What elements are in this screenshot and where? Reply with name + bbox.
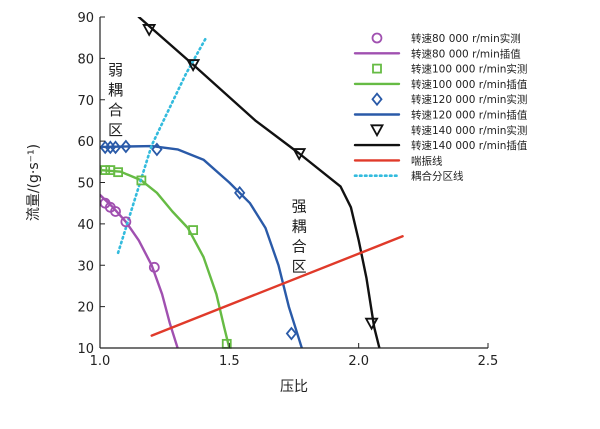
series-2-point-2 bbox=[113, 167, 124, 178]
series-2-point-3 bbox=[136, 175, 147, 186]
series-8-line bbox=[150, 235, 404, 337]
legend-label: 转速80 000 r/min实测 bbox=[411, 32, 521, 45]
zone-label-char: 耦 bbox=[292, 217, 307, 235]
series-4-point-3 bbox=[120, 139, 132, 154]
zone-label-char: 耦 bbox=[108, 81, 123, 99]
zone-label-char: 强 bbox=[292, 197, 307, 215]
legend-label: 转速140 000 r/min插值 bbox=[411, 139, 528, 152]
series-4-point-2 bbox=[109, 140, 122, 155]
legend-item-6-marker bbox=[369, 124, 385, 138]
x-tick-label: 1.0 bbox=[90, 354, 111, 369]
legend-item-2-marker bbox=[372, 63, 382, 74]
zone-label-char: 合 bbox=[108, 101, 123, 119]
y-axis-label: 流量/(g·s⁻¹) bbox=[26, 144, 42, 221]
series-4-point-6 bbox=[285, 326, 298, 341]
series-2-point-0 bbox=[100, 165, 111, 175]
series-1-line bbox=[100, 193, 179, 348]
series-4-point-4 bbox=[151, 142, 163, 157]
zone-label-char: 弱 bbox=[108, 61, 123, 79]
legend-label: 喘振线 bbox=[411, 154, 443, 167]
markers-group bbox=[99, 24, 379, 349]
legend-item-4-marker bbox=[371, 92, 383, 107]
legend-label: 转速100 000 r/min插值 bbox=[411, 78, 528, 91]
zone-label-char: 区 bbox=[108, 121, 123, 139]
x-axis-label: 压比 bbox=[280, 379, 308, 395]
x-tick-label: 2.0 bbox=[348, 354, 369, 369]
series-0-point-4 bbox=[148, 261, 160, 273]
series-6-point-2 bbox=[292, 148, 307, 161]
legend-label: 转速120 000 r/min插值 bbox=[411, 109, 528, 122]
series-7-line bbox=[137, 17, 381, 348]
x-tick-label: 1.5 bbox=[219, 354, 240, 369]
series-4-point-5 bbox=[234, 185, 246, 200]
series-3-line bbox=[100, 168, 231, 348]
y-tick-label: 70 bbox=[77, 94, 94, 109]
y-tick-label: 10 bbox=[77, 342, 94, 357]
series-0-point-3 bbox=[120, 216, 132, 228]
y-tick-label: 80 bbox=[77, 52, 94, 67]
x-tick-label: 2.5 bbox=[478, 354, 499, 369]
zone-label-char: 合 bbox=[292, 237, 307, 255]
y-tick-label: 40 bbox=[77, 218, 94, 233]
series-6-point-3 bbox=[364, 317, 379, 331]
legend-label: 转速80 000 r/min插值 bbox=[411, 47, 521, 60]
legend-label: 耦合分区线 bbox=[411, 170, 464, 183]
legend-label: 转速120 000 r/min实测 bbox=[411, 93, 527, 106]
y-tick-label: 30 bbox=[77, 259, 94, 274]
legend-label: 转速140 000 r/min实测 bbox=[411, 124, 527, 137]
legend-label: 转速100 000 r/min实测 bbox=[411, 63, 527, 76]
legend-item-0-marker bbox=[371, 32, 383, 44]
curves-group bbox=[100, 17, 404, 348]
y-tick-label: 60 bbox=[77, 135, 94, 150]
zone-label: 强耦合区 bbox=[292, 197, 307, 275]
series-0-point-2 bbox=[110, 206, 121, 217]
series-5-line bbox=[101, 144, 303, 348]
y-tick-label: 50 bbox=[77, 177, 94, 192]
zone-label: 弱耦合区 bbox=[108, 61, 123, 139]
series-6-point-1 bbox=[186, 59, 201, 72]
series-9-line bbox=[116, 36, 208, 255]
zone-label-char: 区 bbox=[292, 257, 307, 275]
y-tick-label: 90 bbox=[77, 11, 94, 26]
series-2-point-4 bbox=[188, 225, 199, 235]
y-tick-label: 20 bbox=[77, 301, 94, 316]
series-6-point-0 bbox=[142, 24, 157, 37]
